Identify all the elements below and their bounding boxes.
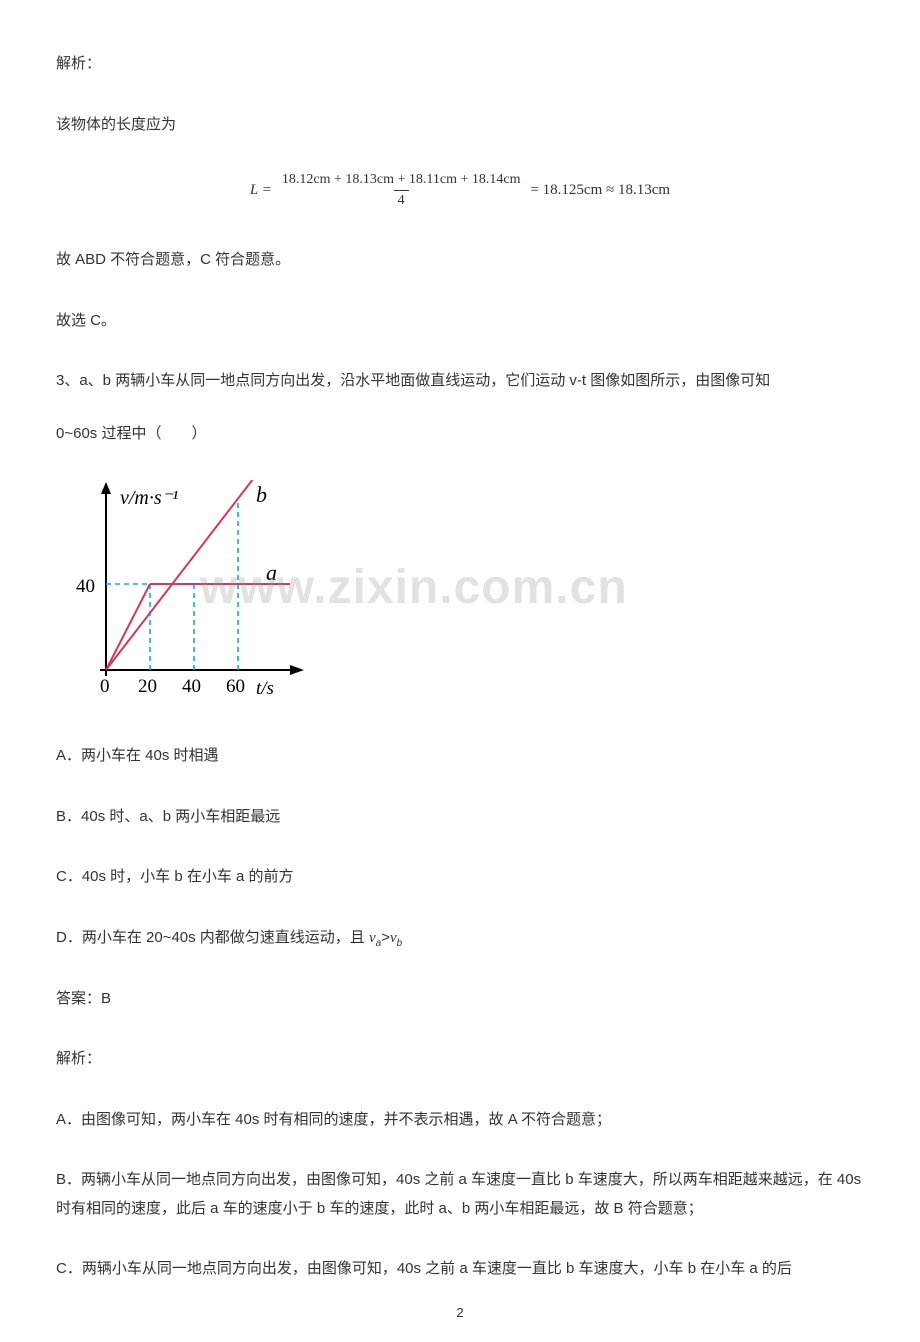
page-number: 2	[0, 1305, 920, 1320]
formula-block: L = 18.12cm + 18.13cm + 18.11cm + 18.14c…	[56, 171, 864, 210]
analysis-label: 解析：	[56, 1045, 864, 1074]
formula-denominator: 4	[394, 190, 409, 210]
explanation-a: A．由图像可知，两小车在 40s 时有相同的速度，并不表示相遇，故 A 不符合题…	[56, 1106, 864, 1135]
option-a: A．两小车在 40s 时相遇	[56, 742, 864, 771]
formula-lhs: L =	[250, 182, 272, 199]
explanation-c: C．两辆小车从同一地点同方向出发，由图像可知，40s 之前 a 车速度一直比 b…	[56, 1255, 864, 1284]
x-tick: 40	[182, 676, 201, 697]
option-d-gt: >	[381, 929, 390, 946]
explanation-b: B．两辆小车从同一地点同方向出发，由图像可知，40s 之前 a 车速度一直比 b…	[56, 1166, 864, 1223]
series-b-label: b	[256, 482, 267, 507]
option-d-vb-sub: b	[397, 938, 403, 949]
answer-line: 答案：B	[56, 985, 864, 1014]
body-line: 故 ABD 不符合题意，C 符合题意。	[56, 246, 864, 275]
formula-fraction: 18.12cm + 18.13cm + 18.11cm + 18.14cm 4	[278, 171, 525, 210]
body-line: 故选 C。	[56, 307, 864, 336]
option-d-vb: v	[390, 930, 397, 946]
body-line: 该物体的长度应为	[56, 111, 864, 140]
series-a-label: a	[266, 560, 277, 585]
option-d: D．两小车在 20~40s 内都做匀速直线运动，且 va>vb	[56, 924, 864, 953]
option-c: C．40s 时，小车 b 在小车 a 的前方	[56, 863, 864, 892]
page: 解析： 该物体的长度应为 L = 18.12cm + 18.13cm + 18.…	[0, 0, 920, 1342]
option-d-text: D．两小车在 20~40s 内都做匀速直线运动，且	[56, 929, 369, 946]
question-stem-text: 3、a、b 两辆小车从同一地点同方向出发，沿水平地面做直线运动，它们运动 v-t…	[56, 372, 770, 389]
vt-chart: v/m·s⁻¹ b a 40 0 20 40 60 t/s	[60, 480, 320, 706]
x-tick: 0	[100, 676, 110, 697]
formula-numerator: 18.12cm + 18.13cm + 18.11cm + 18.14cm	[278, 171, 525, 190]
analysis-label: 解析：	[56, 50, 864, 79]
series-a	[106, 584, 290, 670]
option-b: B．40s 时、a、b 两小车相距最远	[56, 803, 864, 832]
y-tick-40: 40	[76, 576, 95, 597]
formula-rhs: = 18.125cm ≈ 18.13cm	[530, 182, 670, 199]
question-stem: 0~60s 过程中（ ）	[56, 420, 864, 449]
x-tick: 20	[138, 676, 157, 697]
option-d-va: v	[369, 930, 376, 946]
y-axis-label: v/m·s⁻¹	[120, 487, 178, 509]
question-stem: 3、a、b 两辆小车从同一地点同方向出发，沿水平地面做直线运动，它们运动 v-t…	[56, 367, 864, 396]
x-axis-label: t/s	[256, 678, 274, 699]
x-tick: 60	[226, 676, 245, 697]
